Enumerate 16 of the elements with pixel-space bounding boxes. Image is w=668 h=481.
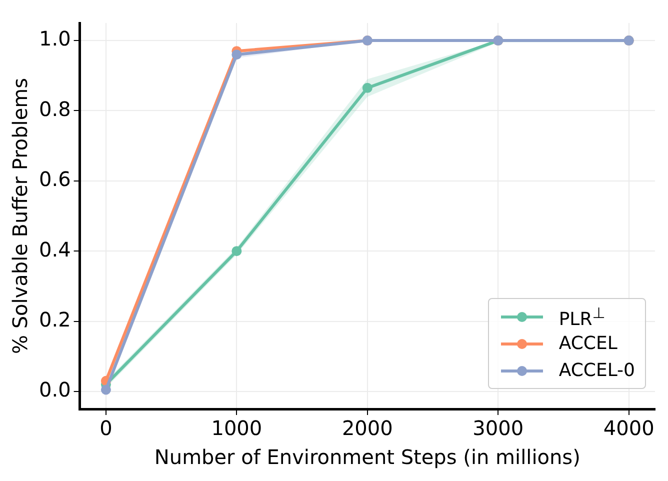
legend-label: ACCEL (558, 333, 618, 354)
y-tick-label: 0.0 (38, 378, 71, 402)
x-tick-label: 4000 (603, 416, 654, 440)
y-tick-label: 0.4 (38, 237, 71, 262)
x-tick-label: 2000 (342, 416, 393, 440)
y-tick-label: 0.2 (38, 307, 71, 332)
x-axis-title: Number of Environment Steps (in millions) (154, 445, 580, 470)
legend-label: ACCEL-0 (558, 360, 635, 381)
legend-label: PLR$^{⊥}$ (558, 304, 606, 330)
y-tick-label: 0.8 (38, 96, 71, 121)
x-tick-label: 0 (100, 416, 112, 440)
y-axis-title: % Solvable Buffer Problems (8, 78, 32, 354)
y-tick-label: 0.6 (38, 167, 71, 192)
y-tick-label: 1.0 (38, 26, 71, 51)
x-tick-label: 1000 (211, 416, 262, 440)
x-tick-label: 3000 (472, 416, 524, 440)
